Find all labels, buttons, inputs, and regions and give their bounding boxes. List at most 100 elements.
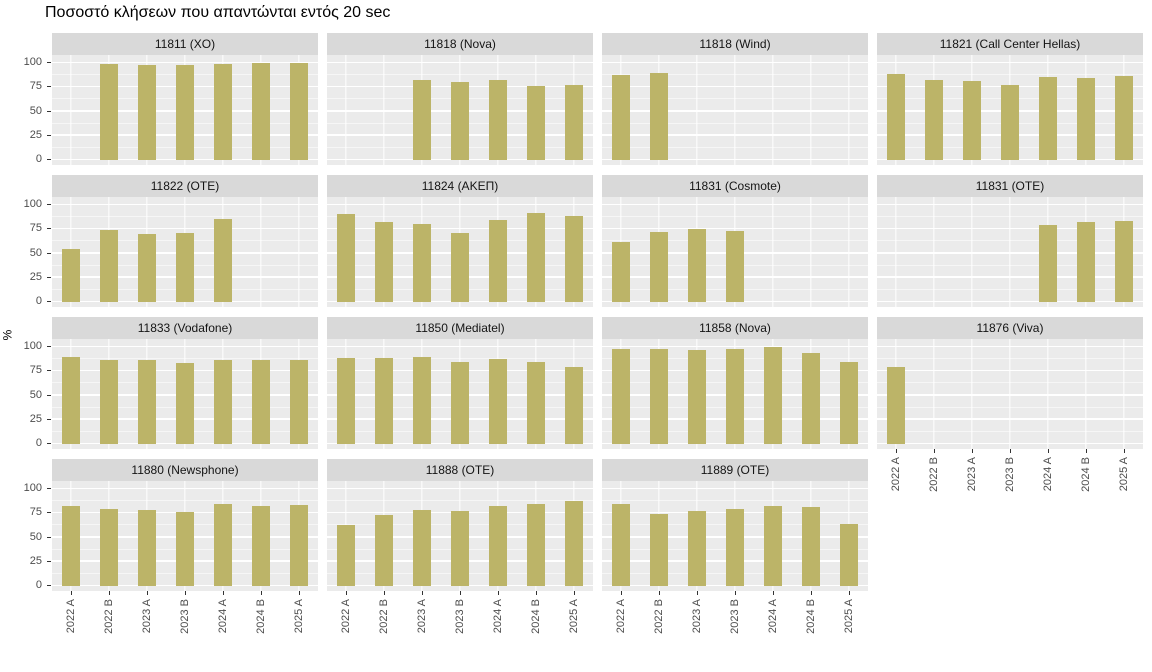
bar-slot — [754, 481, 792, 591]
bar-slot — [640, 481, 678, 591]
x-tick-label: 2023 A — [690, 599, 703, 634]
y-tick-mark — [47, 536, 51, 538]
y-tick-mark — [47, 512, 51, 514]
x-tick-label: 2024 B — [804, 599, 817, 634]
x-tick-mark — [1086, 449, 1087, 453]
facet-panel — [877, 197, 1143, 307]
facet-11880-newsphone: 11880 (Newsphone) 0 25 50 75 100 2022 A 2022 B 2… — [24, 459, 318, 634]
bar-slot — [403, 197, 441, 307]
facet-panel — [602, 339, 868, 449]
facet-strip-label: 11811 (XO) — [154, 37, 216, 51]
bar-slot — [242, 55, 280, 165]
x-tick-mark — [498, 591, 499, 595]
bar-slot — [128, 339, 166, 449]
bar — [1077, 222, 1095, 302]
y-tick-label: 0 — [35, 295, 42, 307]
y-tick-label: 75 — [29, 364, 42, 377]
bar — [887, 73, 905, 160]
bar — [840, 361, 858, 444]
gridline-vertical — [696, 55, 698, 165]
bar — [1115, 75, 1133, 160]
bar-slot — [792, 197, 830, 307]
bar — [565, 367, 583, 444]
facet-strip: 11833 (Vodafone) — [52, 317, 318, 339]
bar — [100, 509, 118, 586]
bar-slot — [792, 339, 830, 449]
facet-strip-label: 11850 (Mediatel) — [415, 321, 505, 335]
bar — [290, 504, 308, 586]
bar-slots — [602, 339, 868, 449]
bar-slot — [52, 55, 90, 165]
bar-slot — [1105, 339, 1143, 449]
y-tick-label: 100 — [23, 56, 42, 68]
gridline-vertical — [810, 197, 812, 307]
y-tick-label: 100 — [23, 340, 42, 352]
x-tick-mark — [574, 591, 575, 595]
y-tick-mark — [47, 134, 51, 136]
bar-slot — [953, 55, 991, 165]
facet-11822-ote: 11822 (OTE) 0 25 50 75 100 — [24, 175, 318, 307]
bar-slot — [991, 197, 1029, 307]
bar — [214, 359, 232, 444]
facet-strip-label: 11858 (Nova) — [699, 321, 771, 335]
y-tick-label: 100 — [23, 482, 42, 494]
y-tick-mark — [47, 204, 51, 205]
facet-strip-label: 11831 (OTE) — [975, 179, 1045, 193]
x-tick-label: 2022 B — [102, 599, 115, 634]
facet-11818-nova: 11818 (Nova) — [327, 33, 593, 165]
bar — [489, 358, 507, 444]
y-tick-label: 0 — [35, 437, 42, 449]
y-tick-mark — [47, 488, 51, 489]
bar-slots — [327, 197, 593, 307]
bar — [764, 347, 782, 444]
x-tick-label: 2023 A — [415, 599, 428, 634]
bar — [565, 215, 583, 302]
bar — [451, 511, 469, 586]
bar — [1039, 76, 1057, 160]
bar — [650, 514, 668, 586]
bar-slot — [242, 339, 280, 449]
x-tick-mark — [659, 591, 660, 595]
bar — [887, 367, 905, 444]
bar-slot — [877, 339, 915, 449]
y-tick-label: 0 — [35, 153, 42, 165]
bar-slot — [1105, 197, 1143, 307]
bar — [527, 503, 545, 586]
bar-slot — [1067, 197, 1105, 307]
bar — [1001, 85, 1019, 160]
facet-strip: 11811 (XO) — [52, 33, 318, 55]
bar — [925, 80, 943, 160]
bar-slot — [517, 55, 555, 165]
x-tick-label: 2023 A — [140, 599, 153, 634]
facet-panel — [877, 55, 1143, 165]
bar-slot — [678, 481, 716, 591]
bar — [451, 82, 469, 160]
bar — [176, 362, 194, 444]
facet-strip-label: 11822 (OTE) — [150, 179, 220, 193]
bar-slot — [754, 339, 792, 449]
bar-slot — [441, 339, 479, 449]
bar — [138, 359, 156, 444]
x-tick-label: 2025 A — [1117, 457, 1130, 492]
facet-strip: 11858 (Nova) — [602, 317, 868, 339]
bar — [214, 63, 232, 160]
facet-strip: 11831 (Cosmote) — [602, 175, 868, 197]
y-tick-label: 25 — [29, 270, 42, 283]
x-tick-mark — [346, 591, 347, 595]
y-tick-mark — [47, 394, 51, 396]
bar — [840, 523, 858, 586]
bar-slot — [128, 481, 166, 591]
y-tick-label: 25 — [29, 554, 42, 567]
x-tick-mark — [536, 591, 537, 595]
bar-slot — [678, 55, 716, 165]
y-tick-label: 50 — [29, 104, 42, 117]
facet-11888-ote: 11888 (OTE) 2022 A 2022 B 2023 A 2023 B 2024 … — [327, 459, 593, 634]
y-tick-mark — [47, 62, 51, 63]
bar-slots — [52, 55, 318, 165]
facet-11831-cosmote: 11831 (Cosmote) — [602, 175, 868, 307]
x-tick-mark — [299, 591, 300, 595]
facet-strip: 11821 (Call Center Hellas) — [877, 33, 1143, 55]
bar-slot — [555, 481, 593, 591]
bar-slot — [52, 197, 90, 307]
